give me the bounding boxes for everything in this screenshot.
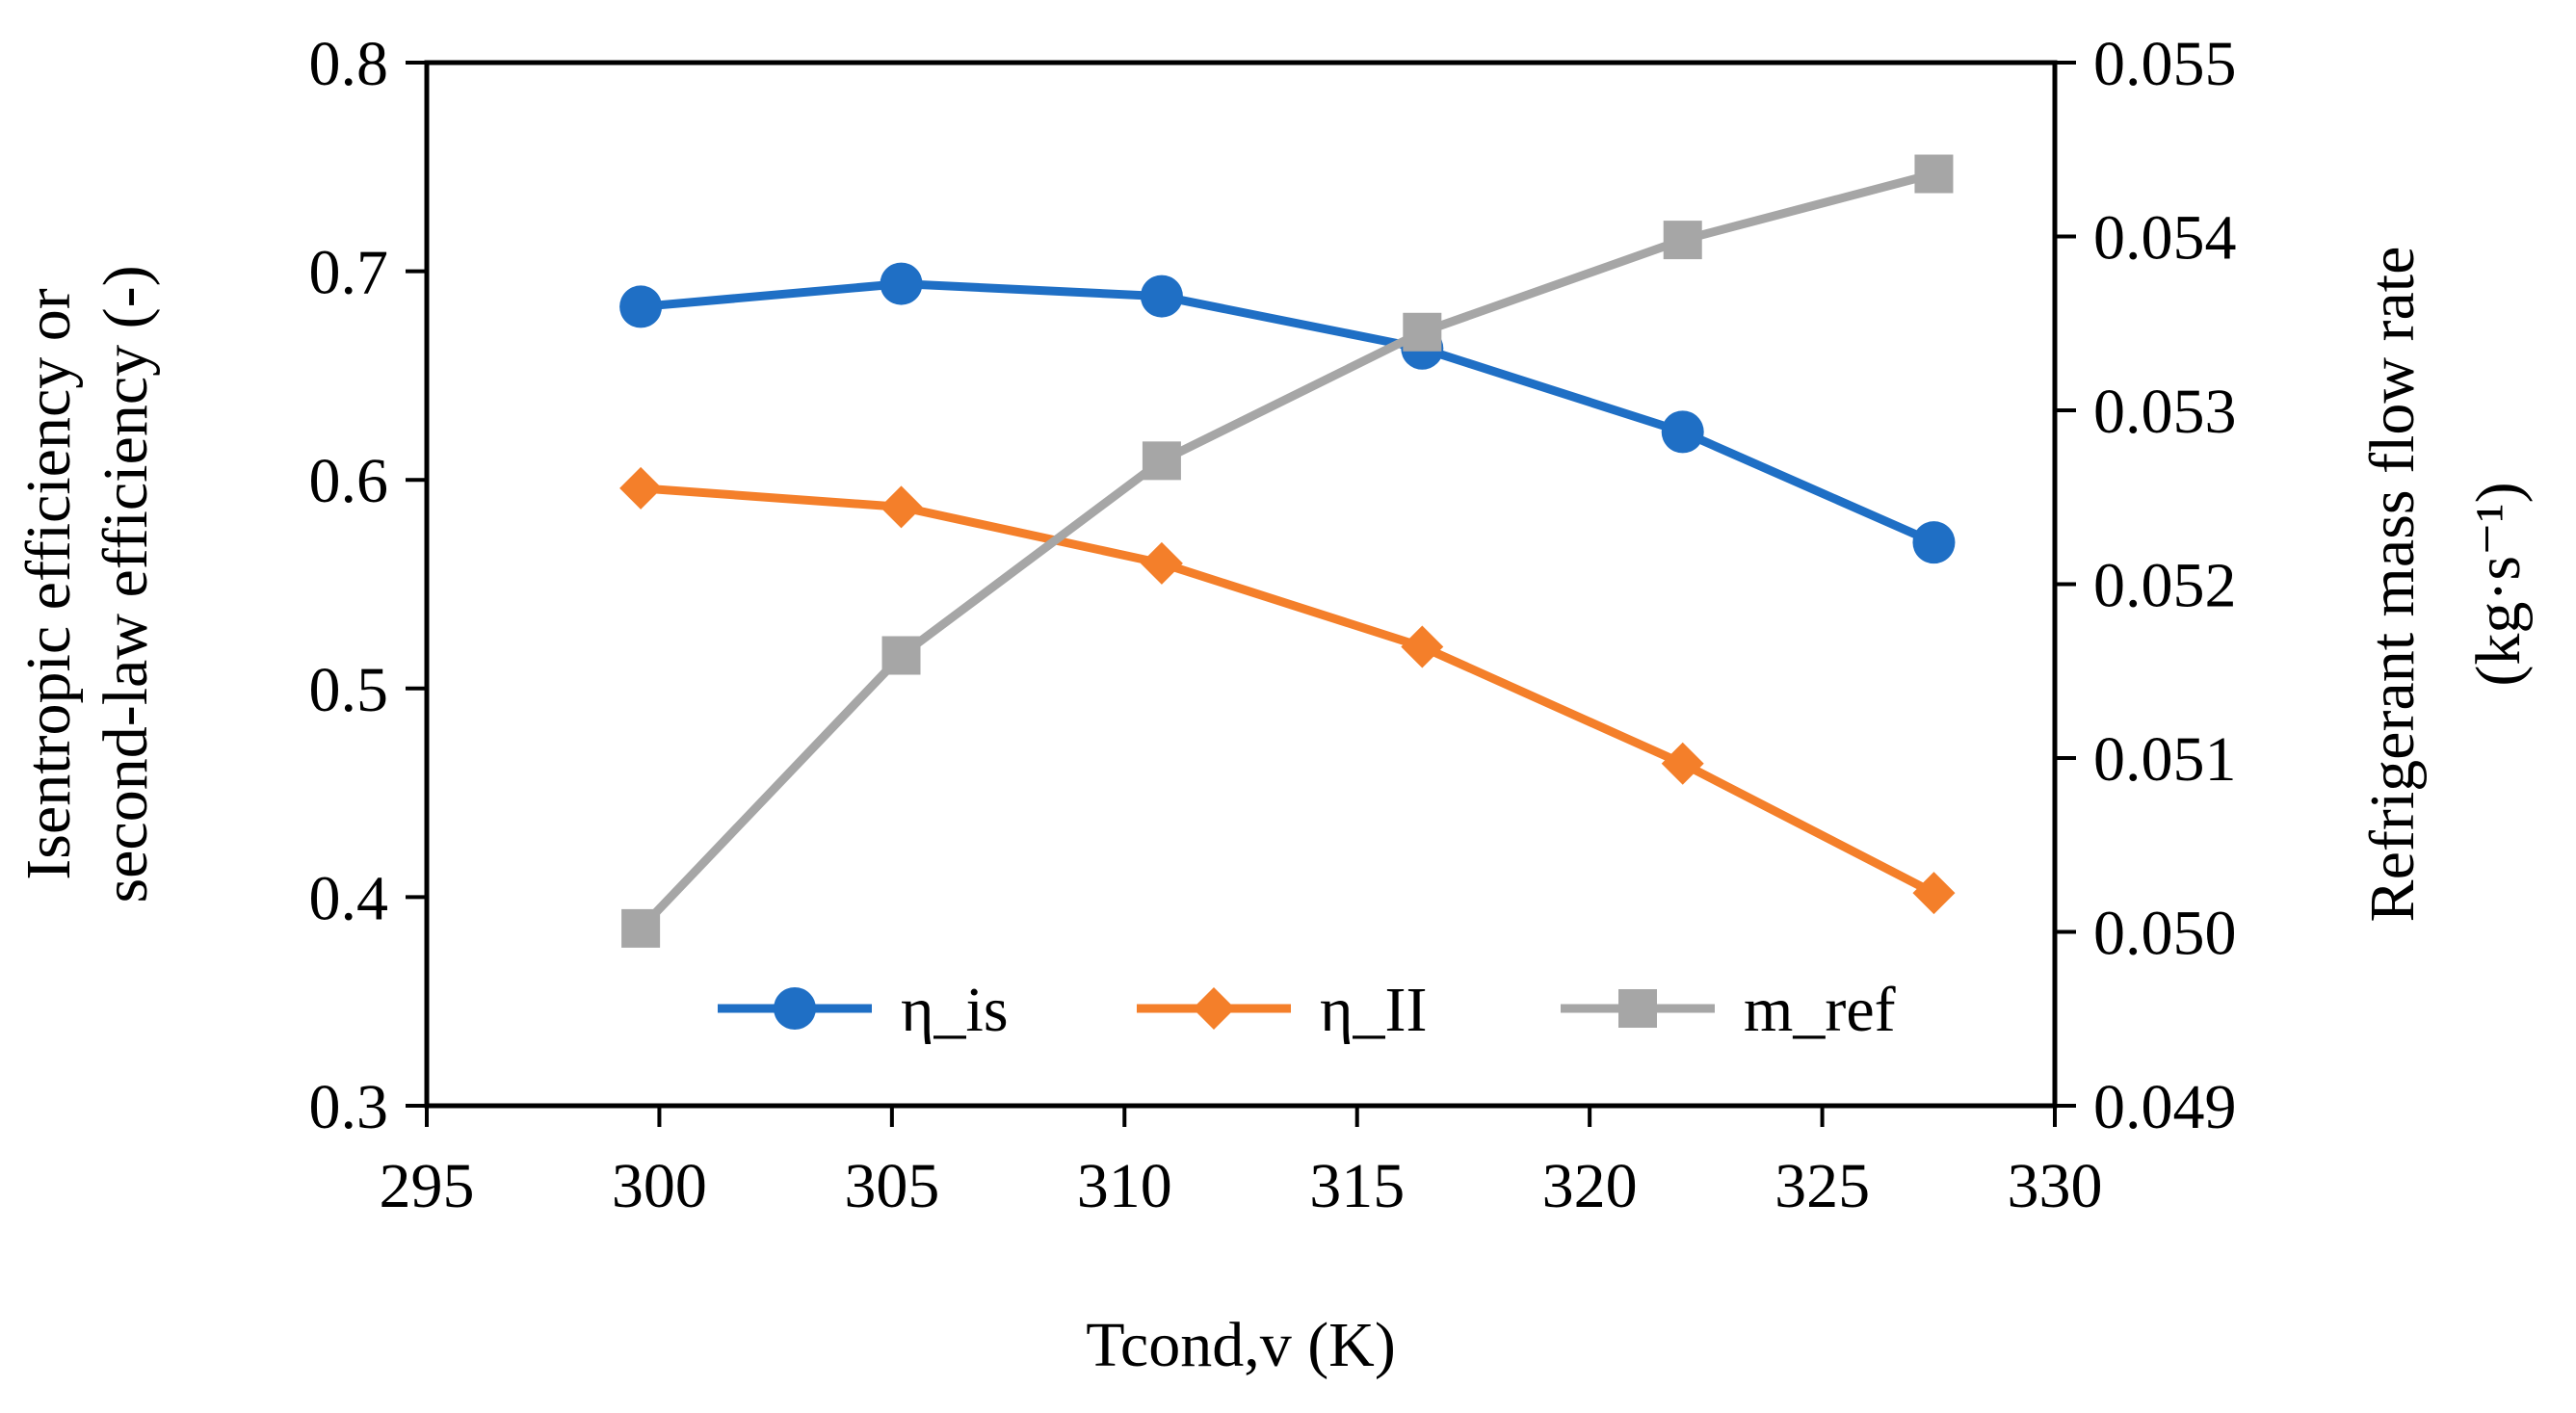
data-point (1140, 541, 1183, 585)
y2-tick-label: 0.049 (2093, 1072, 2237, 1142)
data-point (880, 262, 923, 305)
data-point (1661, 742, 1704, 785)
y-tick-label: 0.3 (309, 1072, 389, 1142)
y-tick-label: 0.8 (309, 29, 389, 99)
data-point (621, 908, 661, 948)
legend-item: η_is (718, 975, 1009, 1045)
data-point (1403, 312, 1442, 352)
series-η_is (619, 262, 1956, 564)
data-point (1401, 625, 1444, 668)
legend-label: η_II (1320, 975, 1427, 1045)
data-point (619, 466, 663, 510)
y2-tick-label: 0.053 (2093, 377, 2237, 447)
axes-layer: 295 300 305 310 315 320 325 330 0.3 0.4 0.5 0.6 0.7 0… (13, 29, 2534, 1380)
series-η_II (619, 466, 1956, 915)
series-line (636, 484, 1938, 898)
y-axis-title-line-2: second-law efficiency (-) (91, 265, 161, 903)
legend: η_is η_II m_ref (718, 975, 1896, 1045)
y2-tick-label: 0.052 (2093, 551, 2237, 621)
legend-marker (1618, 989, 1657, 1028)
y2-tick-label: 0.055 (2093, 29, 2237, 99)
data-point (1142, 441, 1181, 481)
series-line (636, 279, 1938, 547)
legend-label: η_is (901, 975, 1009, 1045)
legend-marker (774, 987, 816, 1030)
y2-tick-label: 0.054 (2093, 203, 2237, 274)
x-tick-label: 300 (612, 1151, 707, 1221)
data-point (1912, 872, 1956, 915)
data-point (880, 485, 923, 529)
y-tick-label: 0.5 (309, 655, 389, 725)
x-tick-label: 330 (2008, 1151, 2103, 1221)
legend-item: m_ref (1561, 975, 1896, 1045)
y-tick-label: 0.7 (309, 238, 389, 308)
y-tick-label: 0.6 (309, 446, 389, 516)
y2-tick-label: 0.050 (2093, 899, 2237, 969)
data-point (1661, 410, 1704, 454)
data-point (1140, 275, 1183, 318)
series-line (636, 170, 1938, 933)
x-tick-label: 315 (1309, 1151, 1405, 1221)
legend-label: m_ref (1744, 975, 1896, 1045)
x-tick-label: 305 (844, 1151, 939, 1221)
legend-item: η_II (1137, 975, 1427, 1045)
data-point (881, 636, 921, 675)
y2-axis-title: Refrigerant mass flow rate (kg·s⁻¹) (2357, 247, 2534, 923)
y-axis-title-line-1: Isentropic efficiency or (13, 288, 84, 880)
legend-marker (1193, 987, 1235, 1030)
x-axis-title: Tcond,v (K) (1086, 1310, 1396, 1380)
data-point (619, 285, 663, 328)
y2-axis-title-line-2: (kg·s⁻¹) (2463, 482, 2534, 686)
x-tick-label: 325 (1774, 1151, 1870, 1221)
series-layer (619, 154, 1956, 948)
x-tick-label: 295 (380, 1151, 475, 1221)
y-tick-label: 0.4 (309, 863, 389, 933)
data-point (1912, 521, 1956, 564)
x-tick-label: 310 (1077, 1151, 1172, 1221)
series-m_ref (621, 154, 1954, 948)
x-tick-label: 320 (1542, 1151, 1638, 1221)
y2-axis-title-line-1: Refrigerant mass flow rate (2357, 247, 2428, 923)
data-point (1914, 154, 1954, 194)
data-point (1663, 221, 1702, 260)
y2-tick-label: 0.051 (2093, 724, 2237, 795)
y-axis-title: Isentropic efficiency or second-law effic… (13, 265, 161, 903)
